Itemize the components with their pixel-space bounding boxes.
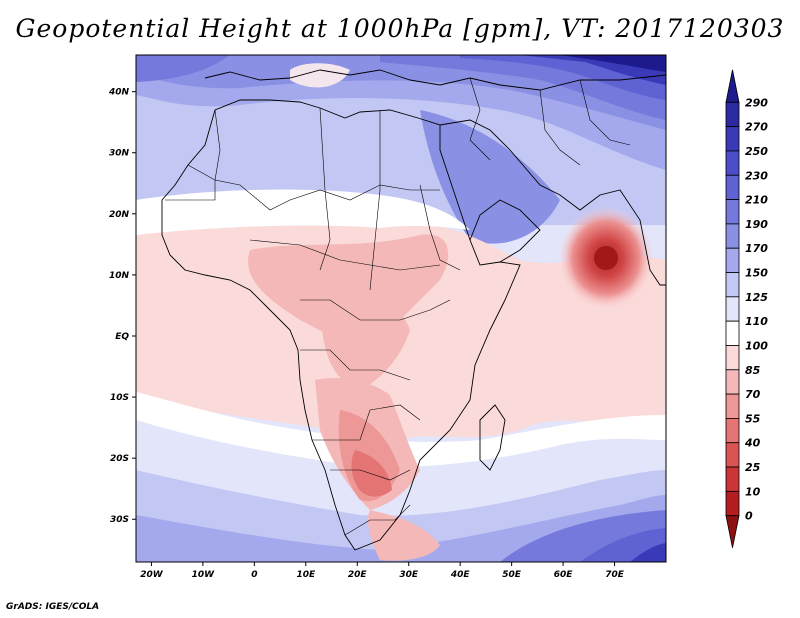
- colorbar-level-label: 150: [745, 267, 768, 280]
- colorbar-level-label: 290: [745, 96, 768, 109]
- colorbar-swatch: [725, 369, 740, 395]
- coastlines: [161, 69, 666, 551]
- lat-tick-label: 30S: [110, 515, 129, 525]
- colorbar-swatch: [725, 393, 740, 419]
- lon-tick-label: 40E: [450, 570, 471, 580]
- map-title: Geopotential Height at 1000hPa [gpm], VT…: [15, 14, 785, 43]
- colorbar-swatch: [725, 345, 740, 371]
- colorbar-level-label: 55: [745, 412, 761, 425]
- colorbar-level-label: 190: [745, 218, 768, 231]
- colorbar-bottom-arrow: [725, 515, 740, 548]
- lon-tick-label: 10W: [192, 570, 216, 580]
- lon-tick-label: 60E: [554, 570, 574, 580]
- lat-tick-label: 40N: [108, 88, 130, 98]
- colorbar-level-label: 270: [745, 121, 768, 134]
- lon-tick-label: 10E: [296, 570, 316, 580]
- colorbar-level-label: 70: [745, 388, 761, 401]
- colorbar-level-label: 10: [745, 485, 761, 498]
- lon-tick-label: 20W: [140, 570, 164, 580]
- height-field: [136, 55, 666, 562]
- colorbar-top-arrow: [725, 69, 740, 103]
- colorbar-level-label: 85: [745, 364, 761, 377]
- colorbar-swatch: [725, 490, 740, 517]
- colorbar-level-label: 125: [745, 291, 768, 304]
- lon-tick-label: 20E: [348, 570, 368, 580]
- colorbar-level-label: 40: [744, 437, 761, 450]
- lon-tick-label: 30E: [399, 570, 419, 580]
- lon-tick-label: 70E: [605, 570, 625, 580]
- latitude-axis: 40N 30N 20N 10N EQ 10S 20S 30S: [108, 88, 136, 525]
- lat-tick-label: EQ: [115, 332, 129, 342]
- colorbar-level-label: 230: [745, 169, 768, 182]
- colorbar-swatch: [725, 150, 740, 176]
- grads-credit: GrADS: IGES/COLA: [6, 602, 100, 612]
- colorbar-level-label: 250: [745, 145, 768, 158]
- colorbar-swatch: [725, 223, 740, 249]
- colorbar-level-label: 0: [745, 510, 753, 523]
- colorbar-swatch: [725, 418, 740, 444]
- lat-tick-label: 20N: [109, 210, 130, 220]
- lon-tick-label: 0: [251, 570, 257, 580]
- colorbar-swatch: [725, 272, 740, 298]
- colorbar-swatch: [725, 296, 740, 322]
- colorbar-swatch: [725, 442, 740, 468]
- colorbar-level-label: 100: [745, 339, 768, 352]
- colorbar-swatch: [725, 126, 740, 152]
- colorbar-level-label: 210: [745, 194, 768, 207]
- colorbar-swatch: [725, 247, 740, 273]
- lat-tick-label: 10S: [110, 393, 129, 403]
- lat-tick-label: 10N: [109, 271, 130, 281]
- colorbar-swatch: [725, 199, 740, 225]
- colorbar-level-label: 170: [745, 242, 768, 255]
- map-frame: [135, 54, 667, 563]
- lat-tick-label: 30N: [109, 149, 130, 159]
- colorbar-level-label: 110: [745, 315, 768, 328]
- colorbar-swatch: [725, 320, 740, 346]
- colorbar-level-label: 25: [745, 461, 761, 474]
- colorbar: 2902702502302101901701501251101008570554…: [725, 69, 768, 548]
- longitude-axis: 20W 10W 0 10E 20E 30E 40E 50E 60E 70E: [140, 562, 625, 580]
- colorbar-swatch: [725, 174, 740, 200]
- lat-tick-label: 20S: [110, 454, 129, 464]
- lon-tick-label: 50E: [502, 570, 522, 580]
- colorbar-swatch: [725, 101, 740, 128]
- colorbar-swatch: [725, 466, 740, 492]
